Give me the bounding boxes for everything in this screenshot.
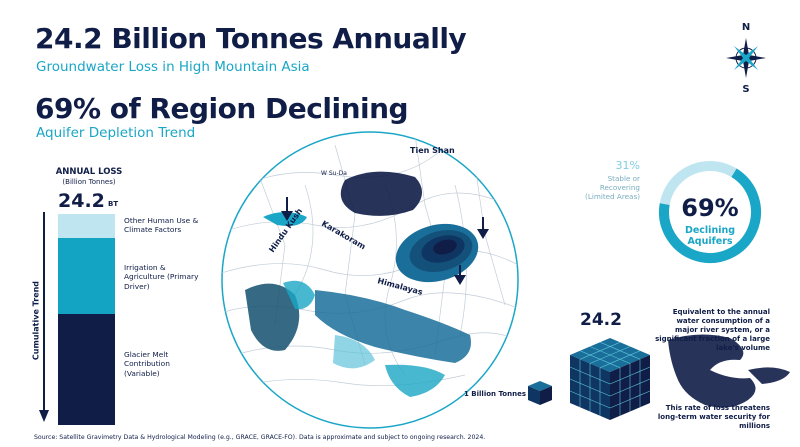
- cube-equivalent-text: Equivalent to the annual water consumpti…: [655, 308, 770, 353]
- annual-loss-unit: (Billion Tonnes): [62, 178, 116, 186]
- single-cube-icon: [528, 381, 552, 405]
- footer-source: Source: Satellite Gravimetry Data & Hydr…: [34, 434, 486, 441]
- map-label-tien-shan: Tien Shan: [410, 146, 455, 155]
- subtitle-groundwater: Groundwater Loss in High Mountain Asia: [36, 59, 310, 75]
- northern-basin: [340, 171, 423, 216]
- segment-label-irrigation: Irrigation & Agriculture (Primary Driver…: [124, 263, 199, 291]
- region-map: Tien Shan W Su-Da Hindu Kush Karakoram H…: [221, 131, 519, 429]
- ring-percent: 69%: [681, 194, 739, 222]
- big-cube-stack: [569, 338, 651, 420]
- compass-south-label: S: [742, 84, 750, 95]
- west-depletion-zone: [245, 283, 300, 351]
- cube-unit-label: 1 Billion Tonnes: [463, 390, 526, 398]
- segment-label-other: Other Human Use & Climate Factors: [124, 216, 199, 235]
- cube-threat-text: This rate of loss threatens long-term wa…: [657, 404, 770, 431]
- trend-arrow-icon: [39, 212, 49, 422]
- stable-label: Stable or Recovering (Limited Areas): [585, 174, 640, 201]
- segment-label-glacier: Glacier Melt Contribution (Variable): [124, 350, 170, 378]
- annual-loss-value: 24.2: [58, 190, 105, 212]
- cube-value: 24.2: [580, 310, 622, 330]
- subtitle-aquifer: Aquifer Depletion Trend: [36, 125, 196, 141]
- title-annual: 24.2 Billion Tonnes Annually: [35, 22, 467, 55]
- stable-percent: 31%: [615, 159, 640, 172]
- annual-loss-unit-short: BT: [108, 200, 119, 208]
- bar-segment-glacier: [58, 314, 115, 425]
- compass-north-label: N: [741, 22, 751, 33]
- ring-declining-arc: [659, 168, 761, 263]
- title-declining: 69% of Region Declining: [35, 92, 409, 125]
- depletion-arrows: [281, 197, 489, 285]
- compass-star-icon: [726, 38, 766, 78]
- declining-ring-chart: [659, 161, 761, 263]
- ring-label: Declining Aquifers: [684, 225, 736, 247]
- himalaya-depletion-zone: [315, 290, 471, 363]
- western-lake: [263, 212, 307, 226]
- cumulative-trend-label: Cumulative Trend: [31, 280, 41, 361]
- bar-segment-other: [58, 214, 115, 238]
- annual-loss-title: ANNUAL LOSS: [55, 167, 123, 177]
- cube-illustration: [528, 334, 790, 420]
- bar-segment-irrigation: [58, 238, 115, 314]
- great-lakes-silhouette: [668, 334, 756, 408]
- map-label-w-su-da: W Su-Da: [321, 170, 347, 177]
- compass-rose-icon: N S: [718, 20, 774, 100]
- tibet-depletion-contours: [395, 223, 479, 283]
